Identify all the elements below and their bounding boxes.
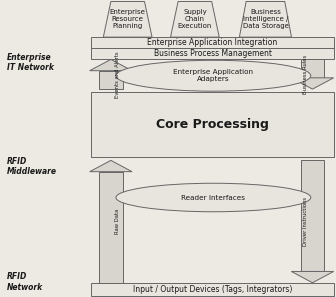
Text: RFID
Network: RFID Network (7, 272, 43, 292)
Text: Supply
Chain
Execution: Supply Chain Execution (178, 9, 212, 29)
Polygon shape (239, 1, 292, 37)
Text: Enterprise Application
Adapters: Enterprise Application Adapters (173, 69, 253, 82)
Bar (91, 92, 334, 157)
Polygon shape (103, 1, 152, 37)
Bar (91, 48, 334, 59)
Text: Business
Intelligence /
Data Storage: Business Intelligence / Data Storage (243, 9, 288, 29)
Polygon shape (99, 172, 123, 283)
Polygon shape (90, 59, 132, 71)
Text: Input / Output Devices (Tags, Integrators): Input / Output Devices (Tags, Integrator… (133, 285, 292, 294)
Text: Enterprise Application Integration: Enterprise Application Integration (148, 38, 278, 47)
Bar (91, 283, 334, 296)
Text: Business Process Management: Business Process Management (154, 49, 271, 58)
Polygon shape (99, 71, 123, 89)
Text: Events and Alerts: Events and Alerts (115, 51, 120, 97)
Polygon shape (301, 59, 324, 78)
Text: RFID
Middleware: RFID Middleware (7, 157, 57, 176)
Polygon shape (291, 271, 334, 283)
Polygon shape (301, 160, 324, 271)
Bar (91, 37, 334, 48)
Text: Reader Interfaces: Reader Interfaces (181, 195, 245, 200)
Text: Enterprise
IT Network: Enterprise IT Network (7, 53, 54, 72)
Polygon shape (90, 160, 132, 172)
Polygon shape (291, 78, 334, 89)
Text: Driver Instructions: Driver Instructions (303, 197, 308, 246)
Polygon shape (170, 1, 219, 37)
Text: Core Processing: Core Processing (156, 118, 269, 131)
Ellipse shape (116, 183, 311, 212)
Ellipse shape (116, 60, 311, 91)
Text: Raw Data: Raw Data (115, 209, 120, 234)
Text: Business Rules: Business Rules (303, 55, 308, 94)
Text: Enterprise
Resource
Planning: Enterprise Resource Planning (110, 9, 145, 29)
